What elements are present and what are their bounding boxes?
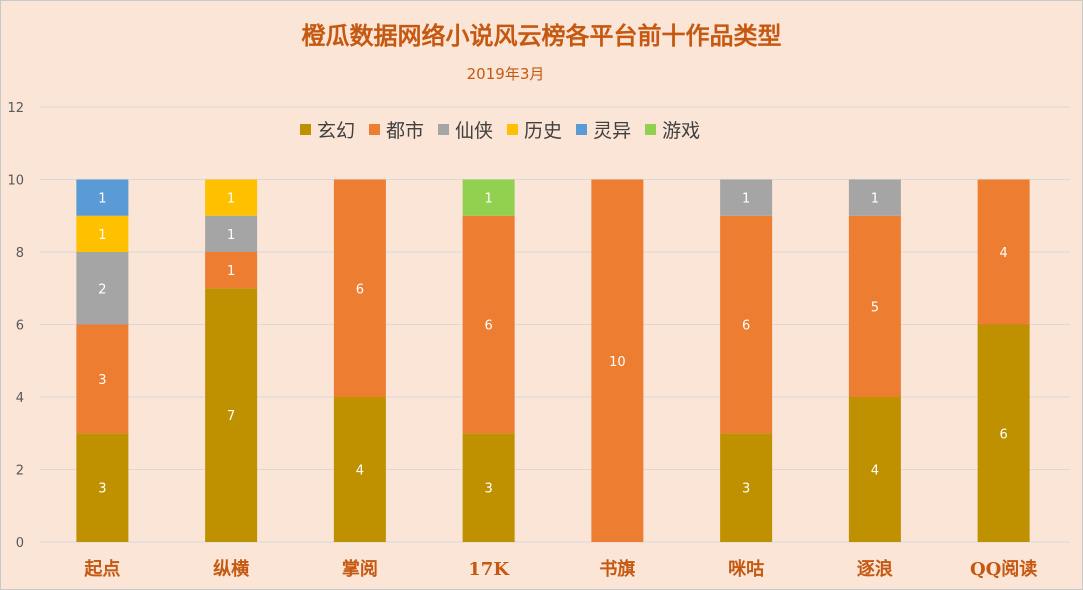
category-label: 掌阅 <box>342 558 378 580</box>
data-label: 4 <box>356 464 364 479</box>
data-label: 6 <box>742 319 750 334</box>
legend-swatch <box>300 123 311 135</box>
legend-label: 历史 <box>524 119 563 142</box>
legend-swatch <box>438 123 450 135</box>
bar-segment <box>205 252 258 289</box>
legend-label: 游戏 <box>662 119 701 142</box>
legend-swatch <box>576 123 588 135</box>
data-label: 1 <box>98 228 106 243</box>
data-label: 3 <box>484 482 492 497</box>
legend-item: 灵异 <box>576 116 631 143</box>
bar-segment <box>462 433 515 542</box>
bar-segment <box>848 397 901 542</box>
data-label: 10 <box>609 355 626 370</box>
bar-segment <box>462 179 515 216</box>
bar-segment <box>205 215 258 252</box>
bar-segment <box>977 324 1030 542</box>
legend-swatch <box>645 123 657 135</box>
legend-label: 仙侠 <box>455 119 494 142</box>
chart-title: 橙瓜数据网络小说风云榜各平台前十作品类型 <box>301 21 782 50</box>
bar-segment <box>462 215 515 434</box>
bar-segment <box>205 288 258 542</box>
data-label: 3 <box>98 482 106 497</box>
data-label: 4 <box>871 464 879 479</box>
y-tick-label: 12 <box>7 101 24 116</box>
category-label: 咪咕 <box>728 558 764 580</box>
category-label: 起点 <box>83 558 120 580</box>
data-label: 4 <box>999 246 1007 261</box>
legend-item: 玄幻 <box>300 116 355 143</box>
data-label: 1 <box>227 192 235 207</box>
category-label: 逐浪 <box>857 558 893 580</box>
data-label: 3 <box>98 373 106 388</box>
bar-segment <box>848 215 901 397</box>
bar-segment <box>333 397 386 542</box>
legend-swatch <box>369 123 381 135</box>
bar-segment <box>977 179 1030 325</box>
data-label: 1 <box>871 192 879 207</box>
category-label: 17K <box>468 559 510 580</box>
y-tick-label: 8 <box>16 246 24 261</box>
data-label: 1 <box>227 228 235 243</box>
bar-segment <box>333 179 386 397</box>
data-label: 2 <box>98 282 106 297</box>
bar-segment <box>720 179 773 216</box>
chart-legend: 玄幻 都市 仙侠 历史 灵异 游戏 <box>300 116 700 143</box>
legend-label: 都市 <box>386 119 425 142</box>
bar-segment <box>591 179 644 542</box>
data-label: 1 <box>742 192 750 207</box>
legend-label: 灵异 <box>593 119 632 142</box>
legend-item: 都市 <box>369 116 424 143</box>
bar-segment <box>76 179 129 216</box>
legend-item: 仙侠 <box>438 116 493 143</box>
category-label: 纵横 <box>213 558 250 580</box>
bar-segment <box>76 433 129 542</box>
legend-item: 历史 <box>507 116 562 143</box>
data-label: 1 <box>484 192 492 207</box>
bar-segment <box>76 252 129 325</box>
data-label: 1 <box>227 264 235 279</box>
bar-segment <box>720 215 773 434</box>
chart-subtitle: 2019年3月 <box>466 65 545 83</box>
legend-swatch <box>507 123 519 135</box>
data-label: 3 <box>742 482 750 497</box>
y-tick-label: 0 <box>16 536 24 551</box>
bar-segment <box>848 179 901 216</box>
legend-item: 游戏 <box>645 116 700 143</box>
data-label: 7 <box>227 409 235 424</box>
category-label: QQ阅读 <box>970 558 1037 580</box>
data-label: 6 <box>999 427 1007 442</box>
bar-segment <box>205 179 258 216</box>
y-tick-label: 2 <box>16 464 24 479</box>
data-label: 6 <box>484 319 492 334</box>
bar-segment <box>76 215 129 252</box>
category-label: 书旗 <box>599 558 635 580</box>
bar-segment <box>720 433 773 542</box>
y-tick-label: 6 <box>16 319 24 334</box>
data-label: 5 <box>871 300 879 315</box>
y-tick-label: 4 <box>16 391 24 406</box>
data-label: 6 <box>356 282 364 297</box>
y-tick-label: 10 <box>7 174 24 189</box>
legend-label: 玄幻 <box>317 119 356 142</box>
data-label: 1 <box>98 192 106 207</box>
bar-segment <box>76 324 129 434</box>
